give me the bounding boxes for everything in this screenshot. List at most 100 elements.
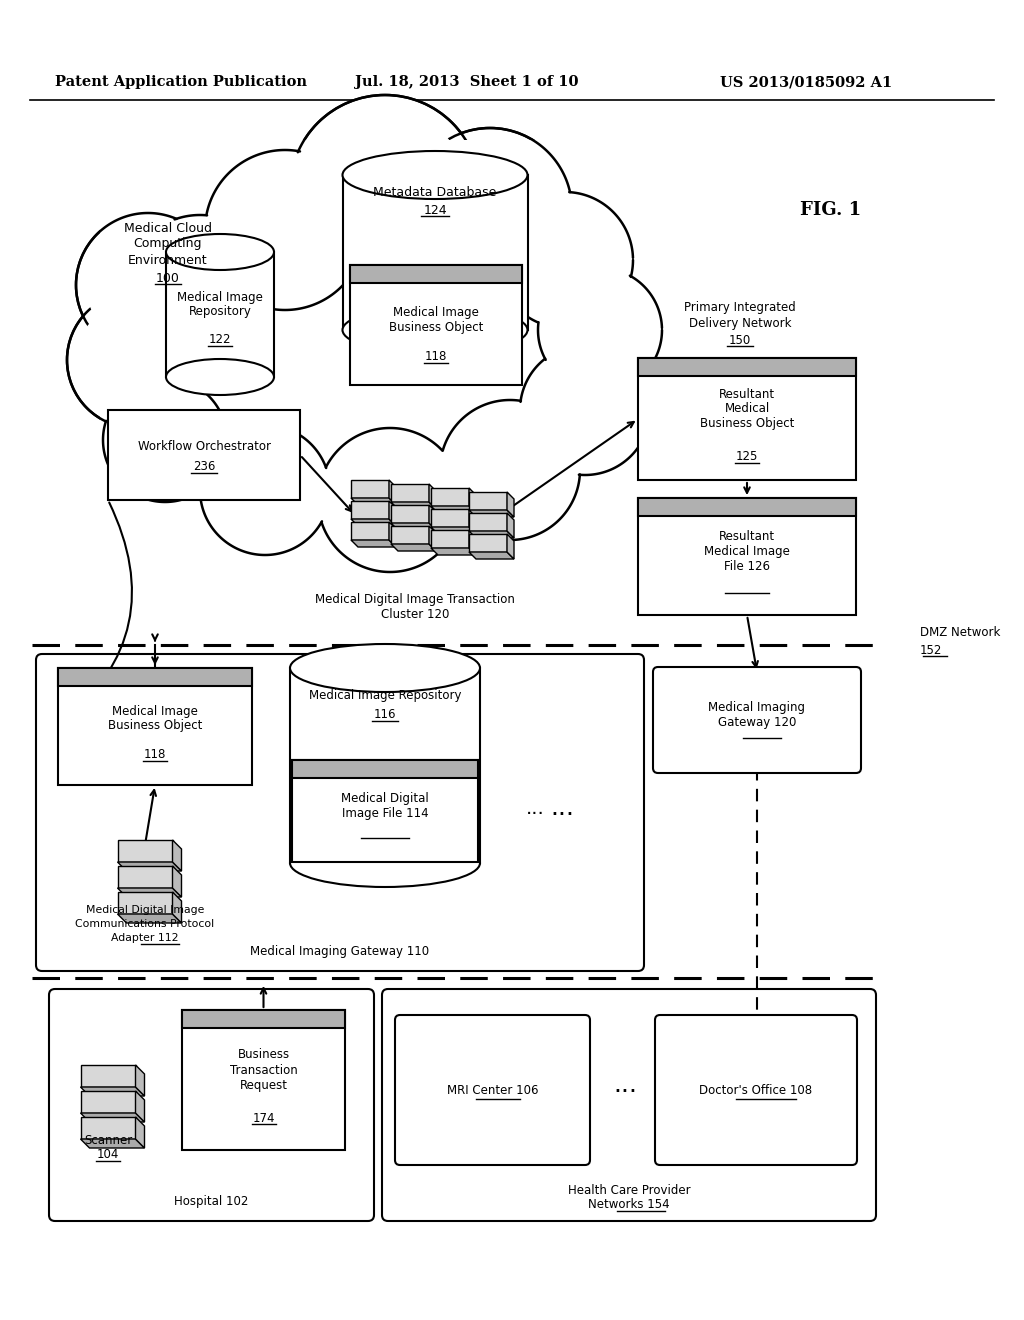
Circle shape bbox=[217, 162, 353, 298]
Text: 104: 104 bbox=[97, 1148, 119, 1162]
Text: MRI Center 106: MRI Center 106 bbox=[446, 1084, 539, 1097]
Polygon shape bbox=[391, 506, 429, 523]
Polygon shape bbox=[389, 502, 396, 525]
FancyBboxPatch shape bbox=[58, 668, 252, 785]
Text: Cluster 120: Cluster 120 bbox=[381, 609, 450, 622]
Polygon shape bbox=[431, 531, 469, 548]
Polygon shape bbox=[429, 484, 436, 510]
Polygon shape bbox=[469, 492, 507, 510]
Text: Medical Image
Business Object: Medical Image Business Object bbox=[389, 306, 483, 334]
Text: 124: 124 bbox=[423, 203, 446, 216]
Text: 118: 118 bbox=[143, 748, 166, 762]
Text: US 2013/0185092 A1: US 2013/0185092 A1 bbox=[720, 75, 892, 88]
Polygon shape bbox=[431, 548, 476, 554]
Polygon shape bbox=[118, 862, 181, 871]
FancyBboxPatch shape bbox=[166, 252, 274, 378]
Polygon shape bbox=[391, 502, 436, 510]
FancyBboxPatch shape bbox=[290, 668, 480, 863]
Polygon shape bbox=[431, 527, 476, 535]
Circle shape bbox=[103, 378, 227, 502]
Polygon shape bbox=[391, 544, 436, 550]
Polygon shape bbox=[429, 506, 436, 531]
Polygon shape bbox=[172, 892, 181, 923]
Text: Metadata Database: Metadata Database bbox=[374, 186, 497, 199]
FancyBboxPatch shape bbox=[653, 667, 861, 774]
Polygon shape bbox=[118, 888, 181, 898]
Polygon shape bbox=[118, 866, 172, 888]
Polygon shape bbox=[431, 510, 469, 527]
Polygon shape bbox=[469, 510, 476, 535]
FancyBboxPatch shape bbox=[638, 358, 856, 480]
Polygon shape bbox=[172, 840, 181, 871]
Circle shape bbox=[329, 438, 452, 561]
Polygon shape bbox=[351, 502, 389, 519]
Polygon shape bbox=[351, 480, 389, 498]
Polygon shape bbox=[135, 1092, 144, 1122]
Text: Resultant
Medical
Business Object: Resultant Medical Business Object bbox=[699, 388, 795, 430]
Text: Doctor's Office 108: Doctor's Office 108 bbox=[699, 1084, 813, 1097]
Polygon shape bbox=[429, 525, 436, 550]
Text: Medical Digital Image: Medical Digital Image bbox=[86, 906, 204, 915]
Polygon shape bbox=[469, 488, 476, 513]
FancyBboxPatch shape bbox=[49, 989, 374, 1221]
Polygon shape bbox=[391, 525, 429, 544]
Polygon shape bbox=[507, 513, 514, 539]
Text: Jul. 18, 2013  Sheet 1 of 10: Jul. 18, 2013 Sheet 1 of 10 bbox=[355, 75, 579, 88]
FancyBboxPatch shape bbox=[100, 140, 680, 601]
Polygon shape bbox=[118, 913, 181, 923]
Text: Medical Digital Image Transaction: Medical Digital Image Transaction bbox=[315, 594, 515, 606]
Circle shape bbox=[304, 110, 466, 271]
Circle shape bbox=[77, 302, 193, 418]
Circle shape bbox=[520, 345, 650, 475]
Polygon shape bbox=[431, 488, 469, 506]
FancyBboxPatch shape bbox=[58, 668, 252, 686]
Text: Scanner: Scanner bbox=[84, 1134, 132, 1147]
Text: FIG. 1: FIG. 1 bbox=[800, 201, 861, 219]
Circle shape bbox=[420, 140, 560, 280]
Polygon shape bbox=[81, 1065, 135, 1086]
Polygon shape bbox=[118, 840, 172, 862]
Text: Medical Cloud: Medical Cloud bbox=[124, 222, 212, 235]
Text: Communications Protocol: Communications Protocol bbox=[76, 919, 215, 929]
Polygon shape bbox=[81, 1139, 144, 1148]
Text: 236: 236 bbox=[193, 461, 215, 474]
Polygon shape bbox=[81, 1086, 144, 1096]
Ellipse shape bbox=[342, 150, 527, 199]
Circle shape bbox=[125, 215, 275, 366]
Polygon shape bbox=[469, 531, 476, 554]
FancyBboxPatch shape bbox=[182, 1010, 345, 1028]
FancyBboxPatch shape bbox=[342, 176, 527, 330]
Text: Primary Integrated: Primary Integrated bbox=[684, 301, 796, 314]
Text: 150: 150 bbox=[729, 334, 752, 346]
FancyBboxPatch shape bbox=[108, 411, 300, 500]
Text: Workflow Orchestrator: Workflow Orchestrator bbox=[137, 441, 270, 454]
Polygon shape bbox=[351, 498, 396, 506]
FancyBboxPatch shape bbox=[350, 265, 522, 385]
Circle shape bbox=[451, 411, 569, 529]
Text: Networks 154: Networks 154 bbox=[588, 1199, 670, 1212]
Text: 100: 100 bbox=[156, 272, 180, 285]
Text: Medical Image
Business Object: Medical Image Business Object bbox=[108, 705, 202, 733]
Polygon shape bbox=[351, 540, 396, 546]
Ellipse shape bbox=[166, 234, 274, 271]
Polygon shape bbox=[507, 492, 514, 517]
Polygon shape bbox=[391, 523, 436, 531]
Text: ...: ... bbox=[525, 799, 545, 817]
Polygon shape bbox=[118, 892, 172, 913]
FancyBboxPatch shape bbox=[382, 989, 876, 1221]
Text: Business
Transaction
Request: Business Transaction Request bbox=[229, 1048, 297, 1092]
Text: 152: 152 bbox=[920, 644, 942, 656]
Ellipse shape bbox=[342, 306, 527, 354]
Text: 116: 116 bbox=[374, 709, 396, 722]
Ellipse shape bbox=[290, 644, 480, 692]
Circle shape bbox=[529, 355, 640, 465]
Text: Resultant
Medical Image
File 126: Resultant Medical Image File 126 bbox=[705, 531, 790, 573]
Text: Patent Application Publication: Patent Application Publication bbox=[55, 75, 307, 88]
FancyBboxPatch shape bbox=[350, 265, 522, 282]
Circle shape bbox=[87, 224, 209, 346]
Polygon shape bbox=[172, 866, 181, 898]
Polygon shape bbox=[81, 1113, 144, 1122]
Circle shape bbox=[507, 202, 623, 318]
Circle shape bbox=[205, 150, 365, 310]
Text: DMZ Network: DMZ Network bbox=[920, 627, 1000, 639]
